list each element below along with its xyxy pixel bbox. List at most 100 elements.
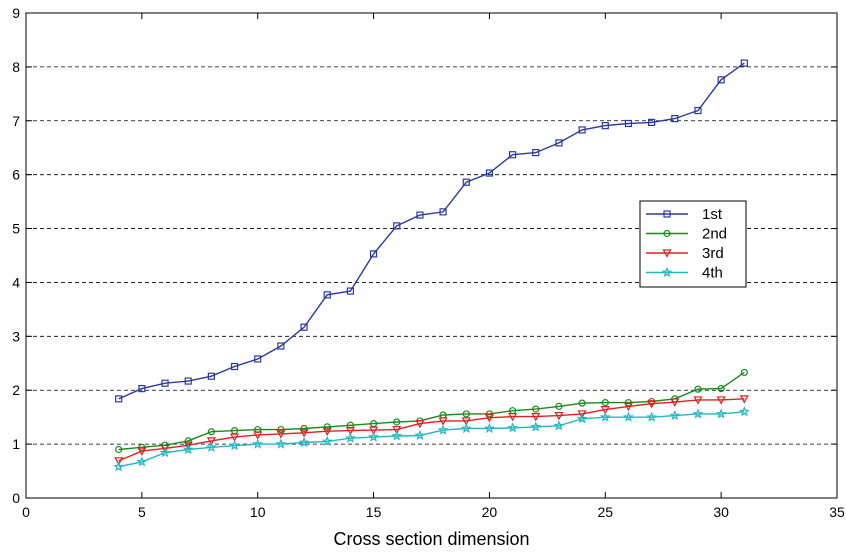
data-point <box>252 438 264 449</box>
data-point <box>254 355 262 363</box>
data-point <box>461 417 471 426</box>
legend-marker <box>661 266 673 278</box>
legend-item: 2nd <box>646 226 727 243</box>
data-point <box>345 427 355 436</box>
data-point <box>577 410 587 419</box>
data-point <box>184 377 192 385</box>
data-point <box>576 413 588 424</box>
data-point <box>600 406 610 415</box>
legend-marker <box>663 210 671 218</box>
x-tick-label: 0 <box>22 504 30 520</box>
data-point <box>393 418 401 426</box>
data-point <box>206 437 216 446</box>
data-point <box>344 432 356 443</box>
y-tick-label: 8 <box>12 59 20 75</box>
data-point <box>578 399 586 407</box>
y-tick-label: 7 <box>12 113 20 129</box>
data-point <box>717 385 725 393</box>
data-point <box>738 406 750 417</box>
data-point <box>415 420 425 429</box>
data-point <box>321 435 333 447</box>
data-point <box>276 430 286 439</box>
data-point <box>161 379 169 387</box>
data-point <box>369 426 379 435</box>
data-point <box>578 126 586 134</box>
data-point <box>647 400 657 409</box>
series-1st <box>115 59 748 403</box>
legend-marker <box>662 249 672 258</box>
data-point <box>462 178 470 186</box>
legend: 1st 2nd 3rd 4th <box>639 200 747 288</box>
data-point <box>739 395 749 404</box>
tick-labels: 0 1 2 3 4 5 6 7 8 9 0 5 10 15 20 25 30 35 <box>12 5 845 520</box>
legend-label: 2nd <box>702 226 727 243</box>
y-tick-label: 9 <box>12 5 20 21</box>
series-4th <box>113 406 750 472</box>
data-point <box>437 424 449 435</box>
data-point <box>300 323 308 331</box>
data-point <box>460 422 472 434</box>
x-tick-label: 20 <box>482 504 498 520</box>
y-tick-label: 3 <box>12 328 20 344</box>
data-point <box>555 402 563 410</box>
data-point <box>298 436 310 448</box>
data-point <box>392 425 402 435</box>
data-point <box>716 396 726 405</box>
x-tick-label: 30 <box>713 504 729 520</box>
data-point <box>414 429 426 441</box>
y-tick-label: 4 <box>12 274 20 290</box>
series-line <box>118 62 745 400</box>
legend-label: 3rd <box>702 245 724 262</box>
series-layer <box>113 59 750 472</box>
legend-label: 4th <box>702 265 723 282</box>
data-point <box>323 423 331 431</box>
data-point <box>254 425 262 434</box>
data-point <box>115 445 123 454</box>
data-point <box>277 342 285 350</box>
data-point <box>393 222 401 230</box>
data-point <box>669 409 681 421</box>
y-tick-label: 5 <box>12 221 20 237</box>
data-point <box>532 148 540 157</box>
legend-marker <box>663 229 671 238</box>
data-point <box>740 368 748 377</box>
data-point <box>648 118 656 126</box>
data-point <box>601 122 609 130</box>
y-tick-label: 1 <box>12 436 20 452</box>
data-point <box>207 428 215 436</box>
data-point <box>391 430 403 441</box>
data-point <box>462 410 470 418</box>
data-point <box>346 421 354 429</box>
data-point <box>275 438 287 449</box>
data-point <box>601 399 609 407</box>
data-point <box>715 408 727 419</box>
data-point <box>159 447 171 458</box>
data-point <box>323 291 331 299</box>
x-tick-label: 35 <box>829 504 845 520</box>
x-tick-label: 5 <box>138 504 146 520</box>
data-point <box>599 411 611 422</box>
data-point <box>694 385 702 393</box>
data-point <box>646 411 658 422</box>
data-point <box>623 402 633 412</box>
data-point <box>623 411 634 422</box>
data-point <box>509 151 517 159</box>
legend-item: 1st <box>646 206 723 223</box>
legend-item: 4th <box>646 265 723 282</box>
y-tick-label: 0 <box>12 490 20 506</box>
data-point <box>692 408 704 419</box>
legend-item: 3rd <box>646 245 724 262</box>
data-point <box>205 441 217 452</box>
data-point <box>624 119 633 128</box>
data-point <box>230 433 240 442</box>
data-point <box>555 139 563 147</box>
axis-ticks <box>25 12 838 499</box>
data-point <box>717 76 725 84</box>
data-point <box>230 362 239 371</box>
data-point <box>207 372 215 380</box>
data-point <box>113 461 125 472</box>
data-point <box>507 422 519 433</box>
data-point <box>229 440 240 451</box>
data-point <box>484 414 494 423</box>
